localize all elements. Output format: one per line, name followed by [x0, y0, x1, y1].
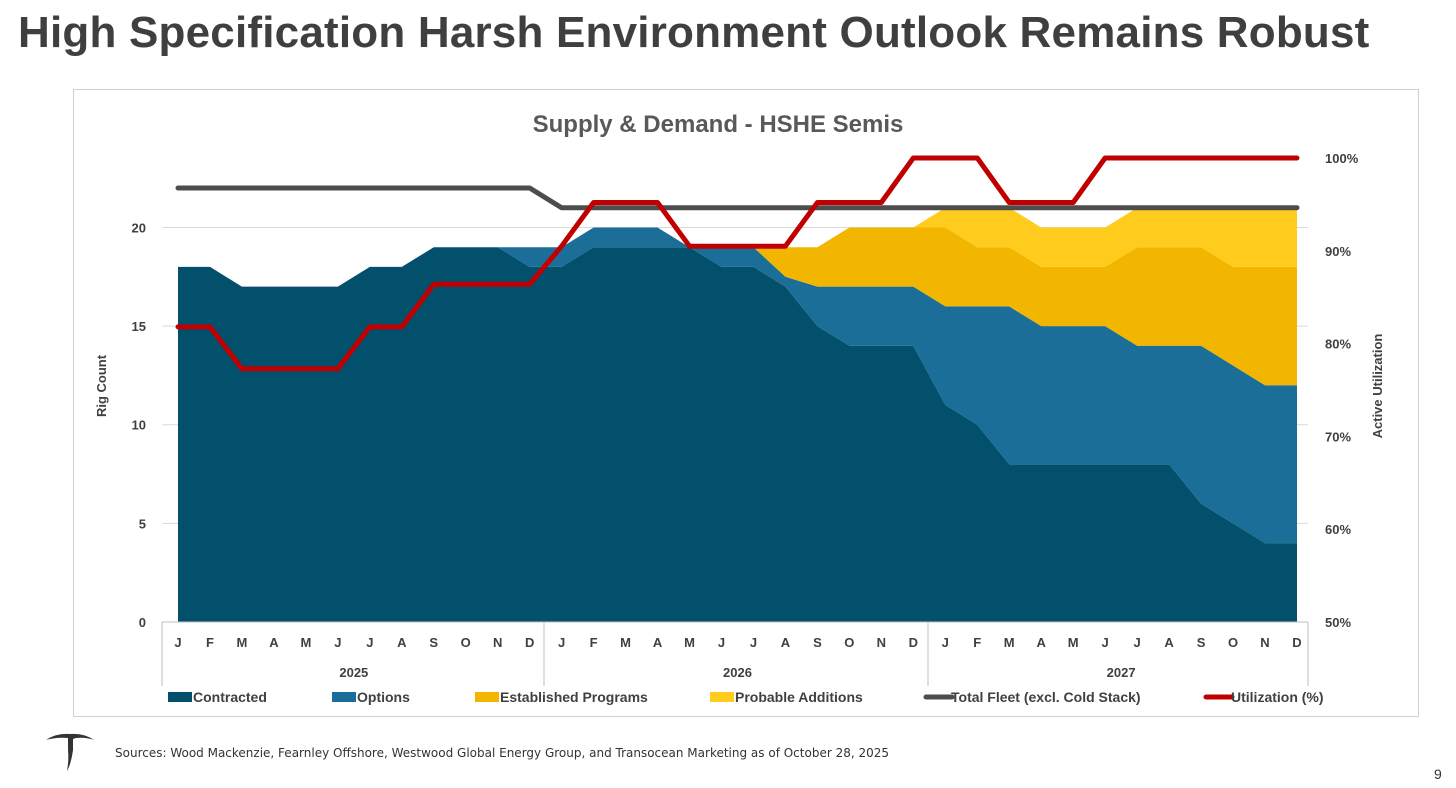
y2-tick-label: 100%: [1325, 151, 1359, 166]
stacked-areas: [178, 207, 1297, 622]
legend: Contracted Options Established Programs Pro…: [168, 689, 1324, 705]
x-month-label: M: [620, 635, 631, 650]
y-tick-label: 15: [132, 319, 146, 334]
x-month-label: S: [429, 635, 438, 650]
x-month-label: A: [1164, 635, 1174, 650]
y-axis-label: Rig Count: [94, 354, 109, 417]
legend-label: Utilization (%): [1231, 689, 1324, 705]
x-month-label: N: [1260, 635, 1269, 650]
legend-label: Contracted: [193, 689, 267, 705]
legend-label: Options: [357, 689, 410, 705]
x-month-label: O: [844, 635, 854, 650]
y-tick-label: 20: [132, 220, 146, 235]
x-month-label: A: [1036, 635, 1046, 650]
y2-tick-label: 70%: [1325, 429, 1351, 444]
utilization-line: [175, 155, 1300, 372]
area-options: [178, 227, 1297, 544]
supply-demand-chart: Supply & Demand - HSHE Semis 0 5 10 15 20 50%…: [94, 111, 1385, 705]
area-contracted: [178, 247, 1297, 622]
x-year-label: 2025: [339, 665, 368, 680]
x-month-label: J: [366, 635, 373, 650]
y2-tick-label: 60%: [1325, 522, 1351, 537]
x-month-label: J: [718, 635, 725, 650]
x-month-label: D: [525, 635, 534, 650]
x-month-label: O: [1228, 635, 1238, 650]
page-number: 9: [1434, 766, 1442, 782]
x-month-label: J: [1102, 635, 1109, 650]
y2-axis-label: Active Utilization: [1370, 334, 1385, 439]
x-month-label: A: [397, 635, 407, 650]
legend-swatch: [475, 692, 499, 702]
x-month-label: S: [813, 635, 822, 650]
x-month-label: J: [174, 635, 181, 650]
y-tick-label: 5: [139, 516, 146, 531]
x-month-label: M: [1004, 635, 1015, 650]
x-month-label: D: [909, 635, 918, 650]
y2-tick-label: 50%: [1325, 615, 1351, 630]
slide-title: High Specification Harsh Environment Out…: [18, 8, 1370, 57]
y2-tick-label: 90%: [1325, 244, 1351, 259]
legend-label: Established Programs: [500, 689, 648, 705]
chart-title: Supply & Demand - HSHE Semis: [533, 111, 904, 138]
x-month-label: J: [942, 635, 949, 650]
x-year-label: 2027: [1107, 665, 1136, 680]
legend-swatch: [710, 692, 734, 702]
x-month-label: J: [558, 635, 565, 650]
x-year-label: 2026: [723, 665, 752, 680]
x-month-label: M: [300, 635, 311, 650]
legend-label: Probable Additions: [735, 689, 863, 705]
legend-label: Total Fleet (excl. Cold Stack): [951, 689, 1141, 705]
x-month-label: M: [237, 635, 248, 650]
x-month-label: M: [684, 635, 695, 650]
x-month-label: F: [973, 635, 981, 650]
area-established-programs: [178, 227, 1297, 386]
x-month-label: A: [269, 635, 279, 650]
chart-frame: Supply & Demand - HSHE Semis 0 5 10 15 20 50%…: [73, 89, 1419, 717]
total-fleet-line: [175, 185, 1300, 211]
company-logo: [46, 733, 94, 771]
x-month-label: A: [653, 635, 663, 650]
area-probable-additions: [178, 207, 1297, 287]
x-month-label: J: [1133, 635, 1140, 650]
sources-note: Sources: Wood Mackenzie, Fearnley Offsho…: [115, 746, 890, 760]
x-month-label: S: [1197, 635, 1206, 650]
x-month-label: J: [750, 635, 757, 650]
x-month-label: M: [1068, 635, 1079, 650]
x-month-label: D: [1292, 635, 1301, 650]
x-month-label: J: [334, 635, 341, 650]
legend-swatch: [168, 692, 192, 702]
x-month-label: N: [877, 635, 886, 650]
y2-tick-label: 80%: [1325, 337, 1351, 352]
series-lines: [175, 155, 1300, 372]
legend-swatch: [332, 692, 356, 702]
x-month-label: F: [590, 635, 598, 650]
x-month-label: A: [781, 635, 791, 650]
x-month-label: N: [493, 635, 502, 650]
y-tick-label: 0: [139, 615, 146, 630]
axes: 0 5 10 15 20 50% 60% 70% 80% 90% 100% J F M A M J J A S O N D J…: [132, 151, 1359, 686]
x-month-label: F: [206, 635, 214, 650]
x-month-label: O: [461, 635, 471, 650]
y-tick-label: 10: [132, 418, 146, 433]
